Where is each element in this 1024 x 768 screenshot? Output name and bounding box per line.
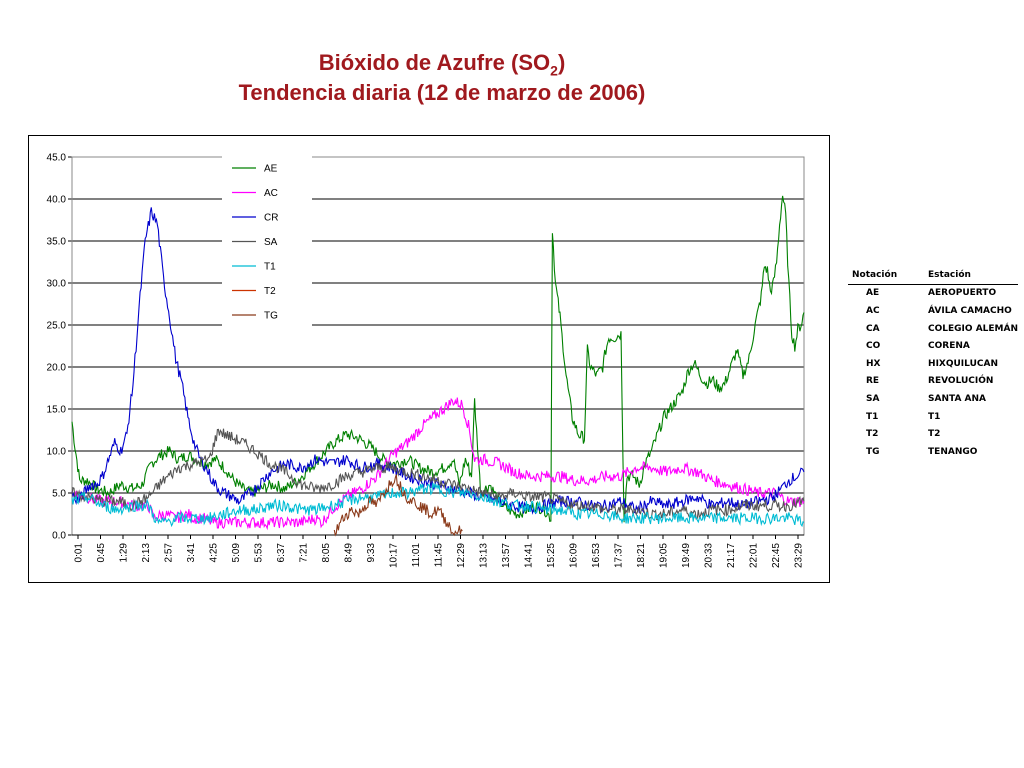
y-tick-label: 0.0: [52, 531, 66, 542]
legend-label-cr: CR: [264, 213, 278, 224]
row-code: HX: [866, 358, 881, 369]
header-station: Estación: [928, 266, 1018, 285]
legend-label-t2: T2: [264, 286, 276, 297]
row-station: SANTA ANA: [928, 393, 987, 404]
x-tick-label: 23:29: [794, 543, 805, 568]
x-tick-label: 2:57: [164, 543, 175, 563]
station-notation-table: Notación Estación AE AEROPUERTO AC ÁVILA C…: [848, 266, 1018, 461]
row-station: COLEGIO ALEMÁN: [928, 323, 1018, 334]
x-tick-label: 15:25: [546, 543, 557, 568]
table-row: CA COLEGIO ALEMÁN: [848, 320, 1018, 338]
y-tick-label: 35.0: [47, 237, 67, 248]
y-tick-label: 40.0: [47, 195, 67, 206]
x-tick-label: 9:33: [366, 543, 377, 563]
x-tick-label: 19:49: [681, 543, 692, 568]
x-tick-label: 6:37: [276, 543, 287, 563]
x-tick-label: 13:57: [501, 543, 512, 568]
series-line-ac: [71, 397, 805, 531]
x-tick-label: 8:05: [321, 543, 332, 563]
header-notation: Notación: [848, 266, 929, 285]
legend-label-ae: AE: [264, 164, 278, 175]
y-tick-label: 25.0: [47, 321, 67, 332]
x-tick-label: 0:45: [96, 543, 107, 563]
y-tick-label: 30.0: [47, 279, 67, 290]
x-tick-label: 7:21: [299, 543, 310, 563]
table-row: HX HIXQUILUCAN: [848, 355, 1018, 373]
row-station: T2: [928, 429, 941, 440]
row-code: SA: [866, 393, 880, 404]
x-tick-label: 4:25: [209, 543, 220, 563]
row-code: AE: [866, 288, 880, 299]
row-station: REVOLUCIÓN: [928, 376, 994, 387]
chart-title-line2: Tendencia diaria (12 de marzo de 2006): [238, 80, 646, 105]
row-station: CORENA: [928, 341, 970, 352]
chart-frame: [28, 135, 830, 583]
x-tick-label: 3:41: [186, 543, 197, 563]
table-row: T1 T1: [848, 408, 1018, 426]
row-code: T1: [866, 411, 879, 422]
y-tick-label: 45.0: [47, 153, 67, 164]
y-tick-label: 10.0: [47, 447, 67, 458]
table-row: SA SANTA ANA: [848, 390, 1018, 408]
chart-title-line1: Bióxido de Azufre (SO2): [318, 50, 566, 79]
row-station: AEROPUERTO: [928, 288, 997, 299]
legend-label-tg: TG: [264, 311, 278, 322]
y-tick-label: 15.0: [47, 405, 67, 416]
x-tick-label: 5:09: [231, 543, 242, 563]
row-code: RE: [866, 376, 880, 387]
series-line-t1: [71, 482, 805, 528]
line-chart: 0.0 5.0 10.0 15.0 20.0 25.0 30.0 35.0 40.0 45.0 0:…: [47, 153, 805, 568]
x-tick-label: 2:13: [141, 543, 152, 563]
table-row: AC ÁVILA CAMACHO: [848, 302, 1018, 320]
x-tick-label: 17:37: [614, 543, 625, 568]
row-code: CA: [866, 323, 880, 334]
row-station: TENANGO: [928, 446, 978, 457]
table-row: RE REVOLUCIÓN: [848, 373, 1018, 391]
row-station: ÁVILA CAMACHO: [928, 305, 1012, 316]
x-tick-label: 19:05: [659, 543, 670, 568]
table-row: T2 T2: [848, 425, 1018, 443]
x-tick-label: 11:01: [411, 543, 422, 568]
series-line-tg: [333, 474, 463, 537]
series-line-sa: [71, 428, 805, 521]
x-tick-label: 20:33: [704, 543, 715, 568]
series-line-cr: [71, 207, 805, 515]
table-row: CO CORENA: [848, 337, 1018, 355]
table-row: AE AEROPUERTO: [848, 284, 1018, 302]
row-code: TG: [866, 446, 880, 457]
table-header-row: Notación Estación: [848, 266, 1018, 285]
x-tick-label: 13:13: [479, 543, 490, 568]
y-tick-label: 5.0: [52, 489, 66, 500]
row-station: T1: [928, 411, 941, 422]
x-tick-label: 5:53: [254, 543, 265, 563]
x-tick-label: 12:29: [456, 543, 467, 568]
x-tick-label: 0:01: [74, 543, 85, 563]
row-code: T2: [866, 429, 879, 440]
x-tick-label: 1:29: [119, 543, 130, 563]
row-code: AC: [866, 305, 880, 316]
legend-box: [222, 154, 312, 332]
row-station: HIXQUILUCAN: [928, 358, 998, 369]
y-tick-label: 20.0: [47, 363, 67, 374]
legend-label-sa: SA: [264, 237, 278, 248]
x-tick-label: 16:53: [591, 543, 602, 568]
x-tick-label: 21:17: [726, 543, 737, 568]
legend-label-t1: T1: [264, 262, 276, 273]
x-tick-label: 18:21: [636, 543, 647, 568]
x-tick-label: 10:17: [389, 543, 400, 568]
x-tick-label: 22:45: [771, 543, 782, 568]
x-tick-label: 16:09: [569, 543, 580, 568]
x-tick-label: 8:49: [344, 543, 355, 563]
row-code: CO: [866, 341, 881, 352]
x-tick-label: 14:41: [524, 543, 535, 568]
legend-label-ac: AC: [264, 188, 278, 199]
table-row: TG TENANGO: [848, 443, 1018, 461]
x-tick-label: 22:01: [749, 543, 760, 568]
x-tick-label: 11:45: [434, 543, 445, 568]
